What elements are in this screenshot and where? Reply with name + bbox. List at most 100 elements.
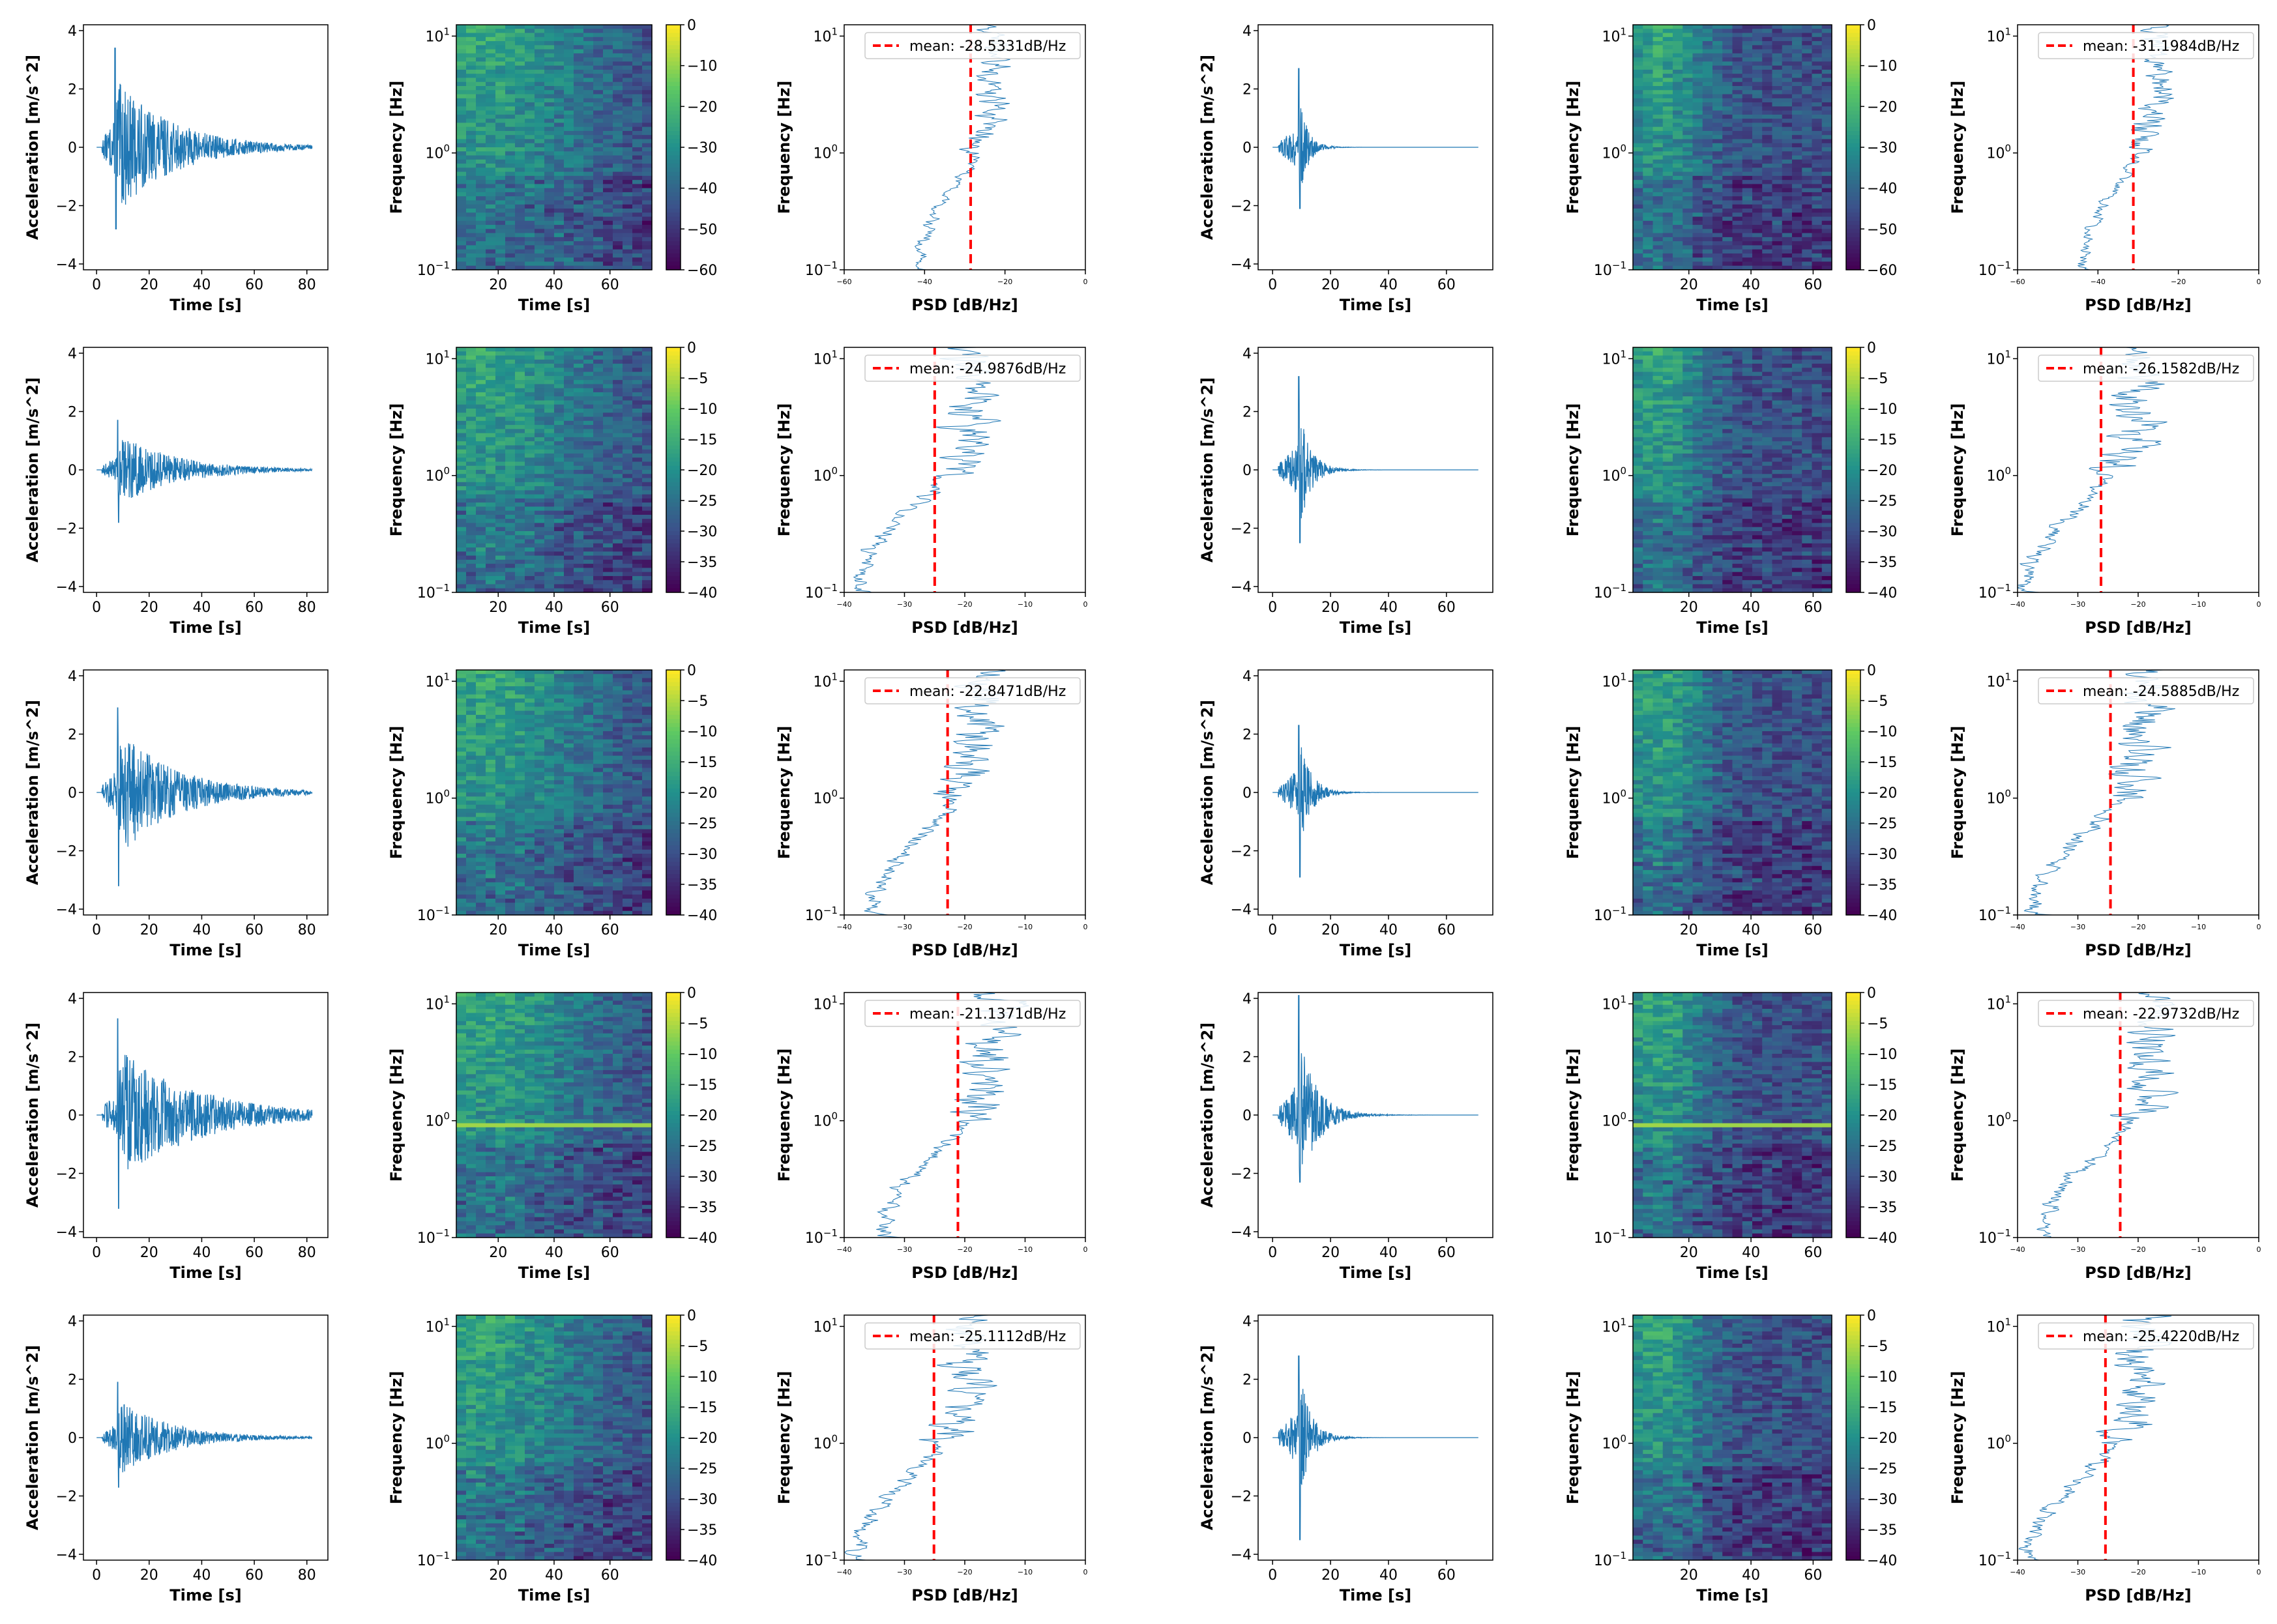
spec-cell: [613, 543, 623, 548]
spec-cell: [1792, 184, 1802, 189]
spec-cell: [1653, 180, 1664, 184]
spec-cell: [623, 249, 633, 254]
spec-cell: [642, 151, 653, 156]
spec-cell: [623, 551, 633, 557]
spec-cell: [574, 41, 584, 46]
colorbar-band: [666, 404, 681, 409]
spec-cell: [613, 572, 623, 577]
spec-cell: [1682, 494, 1694, 499]
spec-cell: [1682, 155, 1694, 160]
spec-cell: [1633, 126, 1643, 132]
spec-cell: [525, 261, 535, 267]
spec-cell: [1633, 584, 1643, 589]
spec-cell: [1673, 212, 1683, 218]
spec-cell: [544, 404, 555, 409]
spec-cell: [1692, 29, 1703, 34]
spec-cell: [574, 535, 584, 540]
spec-cell: [515, 368, 525, 373]
spec-cell: [486, 225, 496, 229]
spec-cell: [1812, 147, 1823, 152]
spec-cell: [1732, 449, 1743, 454]
spec-cell: [1702, 225, 1713, 229]
spec-cell: [613, 368, 623, 373]
spec-cell: [1662, 196, 1673, 201]
spec-cell: [623, 196, 633, 201]
spec-cell: [1662, 564, 1673, 568]
spec-cell: [1792, 25, 1802, 29]
spec-cell: [583, 53, 594, 58]
spec-cell: [1762, 568, 1773, 573]
spec-cell: [535, 49, 545, 54]
spec-cell: [1762, 404, 1773, 409]
spec-cell: [1692, 568, 1703, 573]
spec-cell: [1702, 245, 1713, 250]
spec-cell: [554, 409, 565, 413]
spec-cell: [456, 531, 467, 536]
spec-cell: [1732, 486, 1743, 491]
colorbar-band: [666, 241, 681, 246]
spec-cell: [1732, 355, 1743, 360]
spec-cell: [1643, 457, 1654, 463]
spec-cell: [1802, 212, 1813, 218]
spec-cell: [1732, 392, 1743, 397]
spec-cell: [525, 519, 535, 524]
spec-cell: [1633, 98, 1643, 103]
spec-cell: [466, 572, 477, 577]
spec-cell: [1782, 143, 1793, 148]
spec-cell: [632, 204, 643, 209]
spec-cell: [564, 167, 574, 173]
spec-cell: [476, 420, 486, 426]
spec-cell: [505, 564, 516, 568]
spec-cell: [1742, 57, 1753, 62]
spec-cell: [1692, 420, 1703, 426]
spec-cell: [1692, 425, 1703, 429]
spec-cell: [1643, 167, 1654, 173]
spec-cell: [603, 351, 613, 356]
spec-cell: [515, 502, 525, 507]
spec-cell: [1712, 41, 1723, 46]
spec-cell: [1782, 519, 1793, 524]
spec-cell: [583, 225, 594, 229]
spec-cell: [525, 478, 535, 483]
spec-cell: [1772, 388, 1783, 393]
spec-cell: [1732, 155, 1743, 160]
spec-cell: [535, 36, 545, 42]
spec-cell: [505, 559, 516, 564]
spec-cell: [564, 568, 574, 573]
spec-cell: [535, 347, 545, 352]
spec-cell: [603, 164, 613, 168]
spec-cell: [554, 45, 565, 50]
spec-cell: [1633, 543, 1643, 548]
spec-cell: [1643, 388, 1654, 393]
spec-cell: [642, 575, 653, 581]
spec-cell: [574, 25, 584, 29]
spec-cell: [623, 510, 633, 515]
spec-cell: [495, 209, 506, 213]
spec-cell: [456, 559, 467, 564]
colorbar-band: [666, 453, 681, 458]
spec-cell: [1653, 119, 1664, 123]
spec-cell: [1692, 220, 1703, 225]
spec-cell: [535, 453, 545, 458]
spec-cell: [1742, 200, 1753, 205]
spec-cell: [564, 498, 574, 503]
spec-cell: [495, 392, 506, 397]
spec-cell: [476, 167, 486, 173]
spec-cell: [1692, 564, 1703, 568]
spec-cell: [564, 94, 574, 99]
colorbar-band: [666, 257, 681, 263]
spec-cell: [1792, 61, 1802, 66]
spec-cell: [466, 420, 477, 426]
spec-cell: [623, 449, 633, 454]
spec-cell: [1762, 171, 1773, 177]
spec-cell: [632, 114, 643, 119]
spec-cell: [564, 575, 574, 581]
spec-cell: [1752, 53, 1763, 58]
spec-cell: [583, 94, 594, 99]
spec-cell: [486, 237, 496, 242]
colorbar-band: [666, 98, 681, 103]
spec-cell: [476, 135, 486, 140]
spec-cell: [1762, 355, 1773, 360]
spec-cell: [1662, 461, 1673, 467]
spec-cell: [1662, 514, 1673, 519]
